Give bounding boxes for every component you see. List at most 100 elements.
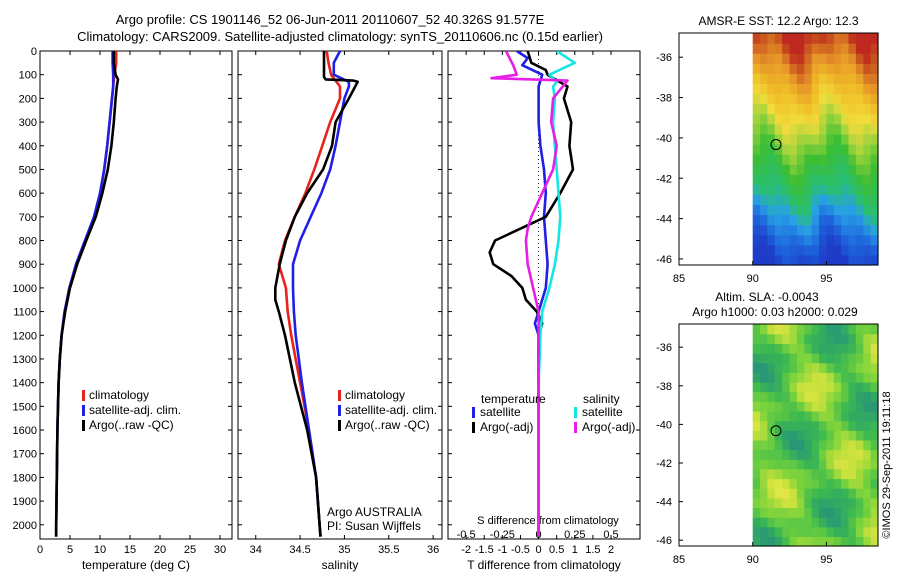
x-tick-label: 35: [338, 544, 350, 556]
heatmap-cell: [782, 154, 791, 165]
heatmap-cell: [774, 478, 783, 489]
heatmap-cell: [774, 63, 783, 74]
heatmap-cell: [863, 478, 872, 489]
heatmap-cell: [767, 324, 776, 335]
heatmap-cell: [841, 517, 850, 528]
heatmap-cell: [811, 83, 820, 95]
heatmap-cell: [782, 93, 791, 105]
heatmap-cell: [833, 324, 842, 335]
heatmap-cell: [819, 468, 827, 480]
heatmap-cell: [767, 184, 776, 195]
map-y-tick-label: -36: [656, 52, 672, 64]
heatmap-cell: [826, 63, 835, 74]
heatmap-cell: [819, 113, 827, 125]
heatmap-cell: [870, 536, 879, 547]
heatmap-cell: [767, 154, 776, 165]
map-frame: [678, 32, 879, 266]
map-frame: [678, 323, 879, 547]
heatmap-cell: [870, 459, 879, 470]
heatmap-cell: [782, 214, 791, 226]
depth-tick-label: 1700: [13, 449, 37, 461]
heatmap-cell: [848, 133, 857, 145]
heatmap-cell: [811, 497, 820, 508]
heatmap-cell: [811, 468, 820, 480]
heatmap-cell: [804, 401, 813, 412]
timestamp-stamp: ©IMOS 29-Sep-2011 19:11:18: [881, 391, 893, 538]
map-y-tick-label: -42: [656, 173, 672, 185]
heatmap-cell: [841, 478, 850, 489]
heatmap-cell: [848, 93, 857, 105]
heatmap-cell: [811, 381, 820, 393]
depth-tick-label: 1300: [13, 354, 37, 366]
profile-panel-2: 34 34.5 35 35.5 36 salinity climatologysatelli…: [237, 50, 443, 572]
heatmap-cell: [841, 391, 850, 402]
heatmap-cell: [870, 184, 879, 195]
heatmap-cell: [767, 123, 776, 135]
heatmap-cell: [826, 526, 835, 537]
heatmap-cell: [796, 133, 805, 145]
heatmap-cell: [774, 497, 783, 508]
heatmap-cell: [774, 391, 783, 402]
depth-tick-label: 200: [19, 93, 37, 105]
heatmap-cell: [789, 449, 798, 460]
heatmap-cell: [855, 488, 864, 499]
heatmap-cell: [811, 353, 820, 364]
heatmap-cell: [833, 33, 842, 44]
heatmap-cell: [774, 536, 783, 547]
heatmap-cell: [833, 154, 842, 165]
heatmap-cell: [819, 43, 827, 54]
heatmap-cell: [841, 73, 850, 84]
heatmap-cell: [760, 333, 769, 344]
heatmap-cell: [760, 224, 769, 236]
heatmap-cell: [826, 333, 835, 344]
heatmap-cell: [863, 154, 872, 165]
heatmap-cell: [819, 83, 827, 95]
heatmap-cell: [870, 343, 879, 354]
heatmap-cell: [833, 517, 842, 528]
heatmap-cell: [782, 63, 791, 74]
heatmap-cell: [833, 244, 842, 256]
heatmap-cell: [760, 144, 769, 155]
heatmap-cell: [863, 244, 872, 256]
heatmap-cell: [804, 372, 813, 383]
depth-tick-label: 500: [19, 164, 37, 176]
heatmap-cell: [804, 381, 813, 393]
heatmap-cell: [848, 224, 857, 236]
heatmap-cell: [752, 362, 761, 373]
heatmap-cell: [767, 103, 776, 115]
heatmap-cell: [855, 381, 864, 393]
heatmap-cell: [826, 430, 835, 441]
heatmap-cell: [796, 362, 805, 373]
heatmap-cell: [848, 73, 857, 84]
heatmap-cell: [855, 507, 864, 518]
heatmap-cell: [826, 478, 835, 489]
heatmap-cell: [760, 93, 769, 105]
depth-tick-label: 0: [31, 46, 37, 58]
heatmap-cell: [760, 244, 769, 256]
heatmap-cell: [804, 353, 813, 364]
heatmap-cell: [752, 333, 761, 344]
heatmap-cell: [767, 33, 776, 44]
x-tick-label: -2: [461, 544, 471, 556]
heatmap-cell: [804, 63, 813, 74]
heatmap-cell: [774, 517, 783, 528]
heatmap-cell: [811, 53, 820, 64]
heatmap-cell: [833, 391, 842, 402]
heatmap-cell: [870, 244, 879, 256]
heatmap-cell: [760, 478, 769, 489]
map-title: Altim. SLA: -0.0043: [715, 290, 819, 304]
heatmap-cell: [870, 333, 879, 344]
heatmap-cell: [767, 536, 776, 547]
heatmap-cell: [826, 324, 835, 335]
heatmap-cell: [752, 214, 761, 226]
heatmap-cell: [863, 459, 872, 470]
x-tick-label: 30: [214, 544, 226, 556]
heatmap-cell: [870, 144, 879, 155]
heatmap-cell: [870, 224, 879, 236]
heatmap-cell: [767, 144, 776, 155]
heatmap-cell: [819, 333, 827, 344]
heatmap-cell: [841, 536, 850, 547]
x-axis-label: T difference from climatology: [467, 558, 621, 572]
heatmap-cell: [796, 174, 805, 185]
heatmap-cell: [774, 343, 783, 354]
